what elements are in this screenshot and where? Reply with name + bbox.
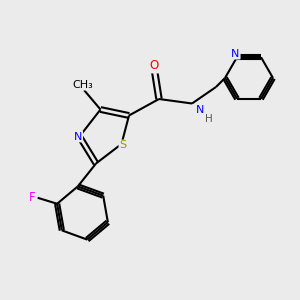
Text: N: N bbox=[74, 131, 82, 142]
Text: S: S bbox=[119, 140, 127, 151]
Text: O: O bbox=[150, 59, 159, 73]
Text: H: H bbox=[205, 113, 212, 124]
Text: CH₃: CH₃ bbox=[72, 80, 93, 90]
Text: F: F bbox=[29, 191, 35, 204]
Text: N: N bbox=[231, 49, 240, 58]
Text: N: N bbox=[196, 105, 204, 115]
